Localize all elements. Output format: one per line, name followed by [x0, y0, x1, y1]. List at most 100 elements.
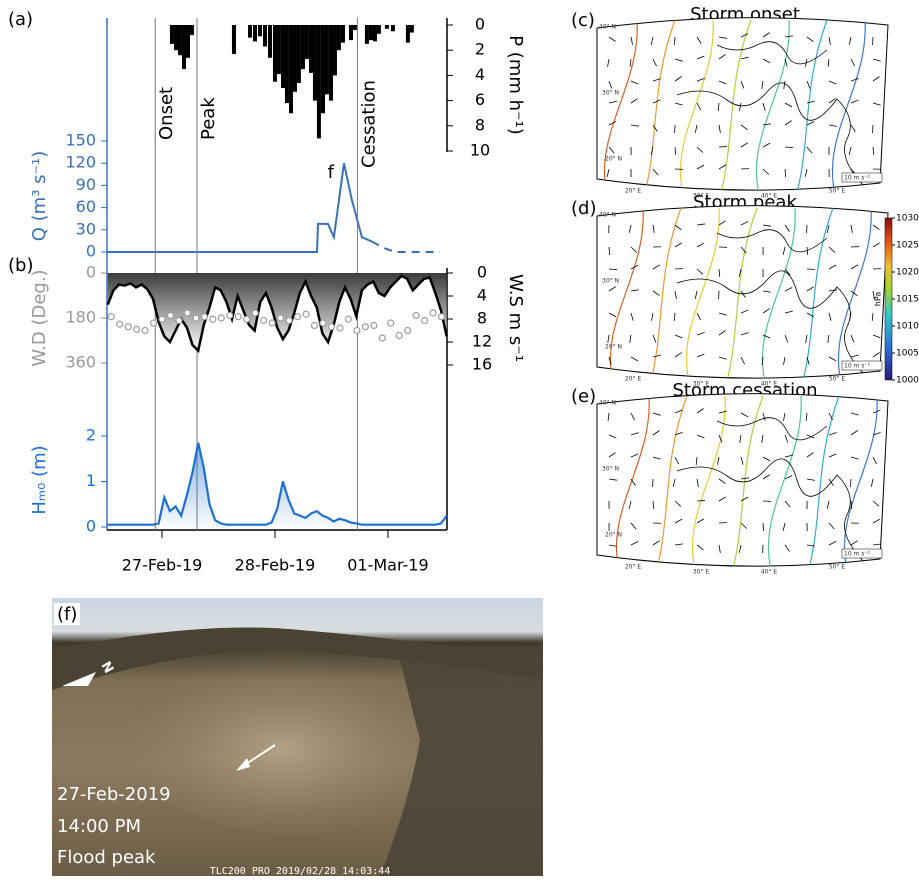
precip-bar — [305, 25, 309, 59]
lat-label: 30° N — [602, 278, 619, 285]
lat-label: 20° N — [605, 156, 622, 163]
precip-bar — [317, 25, 321, 138]
ws-tick-label: 8 — [477, 309, 487, 328]
photo-time: 14:00 PM — [57, 816, 141, 837]
precip-bar — [285, 25, 289, 103]
colorbar-tick-label: 1010 — [896, 322, 919, 332]
panel-label: (a) — [8, 9, 33, 30]
wind-direction-point — [430, 310, 436, 316]
photo-label: (f) — [57, 604, 77, 625]
lat-label: 30° N — [602, 90, 619, 97]
wind-direction-point — [125, 324, 131, 330]
wind-direction-point — [167, 313, 173, 319]
wind-direction-point — [422, 318, 428, 324]
wind-direction-point — [328, 324, 334, 330]
lat-label: 20° N — [605, 344, 622, 351]
precip-bar — [268, 25, 272, 58]
lat-label: 40° N — [599, 400, 616, 407]
wind-direction-point — [439, 314, 445, 320]
lon-label: 50° E — [829, 376, 846, 383]
precip-bar — [353, 25, 357, 30]
x-tick-label: 01-Mar-19 — [347, 556, 428, 575]
wind-direction-point — [218, 315, 224, 321]
p-axis-label: P (mm h⁻¹) — [505, 35, 526, 135]
precip-bar — [333, 25, 337, 75]
colorbar-tick-label: 1020 — [896, 268, 919, 278]
scale-label: 10 m s⁻¹ — [844, 551, 871, 558]
discharge-estimated — [372, 242, 440, 252]
wind-direction-point — [345, 316, 351, 322]
wind-direction-point — [235, 314, 241, 320]
wind-direction-point — [151, 320, 157, 326]
hm0-axis-label: Hₘ₀ (m) — [29, 445, 50, 514]
colorbar-tick-label: 1000 — [896, 376, 919, 386]
colorbar — [885, 218, 892, 380]
wind-direction-point — [117, 321, 123, 327]
precip-bar — [385, 25, 389, 29]
map-label: (e) — [571, 386, 596, 407]
precip-bar — [329, 25, 333, 101]
wind-direction-point — [405, 328, 411, 334]
lon-label: 50° E — [829, 188, 846, 195]
ws-tick-label: 12 — [472, 332, 492, 351]
q-tick-label: 150 — [65, 131, 96, 150]
wind-direction-point — [134, 326, 140, 332]
x-tick-label: 27-Feb-19 — [122, 556, 203, 575]
q-axis-label: Q (m³ s⁻¹) — [29, 151, 50, 242]
wind-direction-point — [108, 314, 114, 320]
precip-bar — [232, 25, 236, 54]
wind-direction-point — [362, 324, 368, 330]
precip-bar — [377, 25, 381, 34]
ws-tick-label: 4 — [477, 286, 487, 305]
wind-vector — [674, 37, 675, 45]
event-label: Onset — [156, 87, 177, 140]
photo-caption: Flood peak — [57, 847, 156, 868]
precip-bar — [186, 25, 190, 58]
precip-bar — [410, 25, 414, 33]
wd-tick-label: 180 — [65, 308, 96, 327]
wind-direction-point — [159, 316, 165, 322]
wind-direction-point — [244, 316, 250, 322]
x-tick-label: 28-Feb-19 — [235, 556, 316, 575]
precip-bar — [406, 25, 410, 43]
precip-bar — [321, 25, 325, 113]
wind-direction-point — [142, 328, 148, 334]
wind-direction-point — [176, 318, 182, 324]
wind-direction-point — [379, 335, 385, 341]
photo-stamp: TLC200 PRO 2019/02/28 14:03:44 — [210, 866, 391, 877]
wind-direction-point — [227, 313, 233, 319]
precip-bar — [373, 25, 377, 41]
precip-bar — [182, 25, 186, 69]
q-tick-label: 90 — [76, 175, 96, 194]
p-tick-label: 6 — [475, 90, 485, 109]
colorbar-tick-label: 1005 — [896, 349, 919, 359]
lon-label: 40° E — [761, 569, 778, 576]
scale-label: 10 m s⁻¹ — [844, 363, 871, 370]
precip-bar — [258, 25, 262, 36]
precip-bar — [273, 25, 277, 82]
wd-tick-label: 0 — [86, 263, 96, 282]
lon-label: 20° E — [625, 188, 642, 195]
map-frame — [597, 206, 888, 378]
lon-label: 20° E — [625, 564, 642, 571]
colorbar-tick-label: 1030 — [896, 214, 919, 224]
precip-bar — [281, 25, 285, 88]
lat-label: 40° N — [599, 212, 616, 219]
precip-bar — [190, 25, 194, 35]
precip-bar — [253, 25, 257, 41]
precip-bar — [369, 25, 373, 40]
wind-direction-point — [303, 311, 309, 317]
q-tick-label: 0 — [86, 242, 96, 261]
wd-axis-label: W.D (Deg.) — [29, 269, 50, 366]
p-tick-label: 2 — [475, 40, 485, 59]
wind-direction-point — [184, 310, 190, 316]
wind-direction-point — [252, 310, 258, 316]
colorbar-tick-label: 1025 — [896, 241, 919, 251]
hm0-tick-label: 0 — [86, 517, 96, 536]
wind-direction-point — [295, 314, 301, 320]
colorbar-tick-label: 1015 — [896, 295, 919, 305]
